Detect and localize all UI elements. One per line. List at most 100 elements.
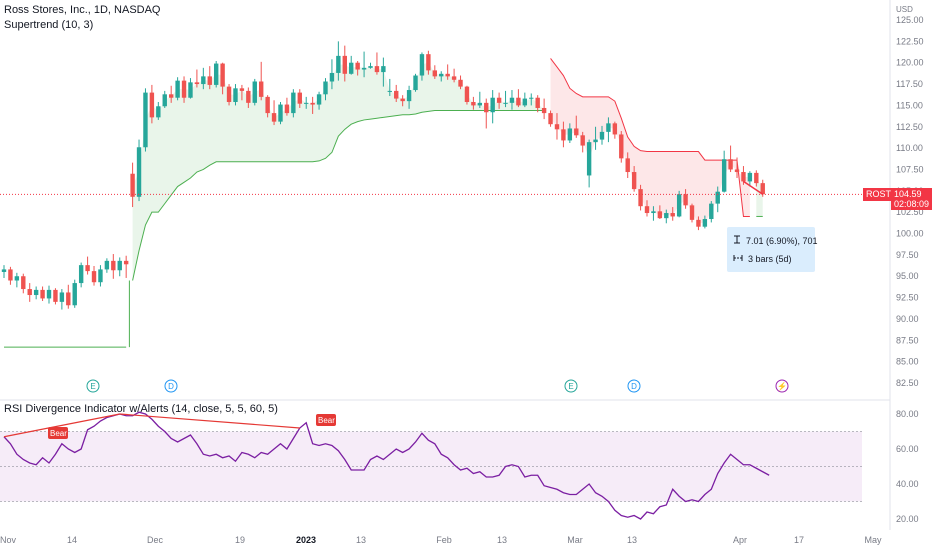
candle-body: [72, 283, 77, 306]
split-icon[interactable]: ⚡: [775, 379, 789, 393]
event-marker[interactable]: [86, 379, 100, 393]
price-tick-label: 90.00: [896, 314, 919, 324]
candle-body: [1, 269, 7, 272]
candle-body: [252, 81, 257, 103]
event-label: E: [568, 382, 573, 391]
price-tick-label: 100.00: [896, 229, 924, 239]
candle-body: [278, 104, 283, 122]
candle-body: [297, 92, 302, 104]
candle-body: [419, 54, 425, 76]
candle-body: [239, 88, 245, 91]
price-tick-label: 107.50: [896, 164, 924, 174]
candle-body: [394, 90, 399, 99]
candle-body: [676, 194, 682, 217]
candle-body: [490, 97, 495, 113]
candle-body: [644, 206, 650, 214]
dividend-icon[interactable]: D: [164, 379, 178, 393]
candle-body: [117, 260, 122, 271]
last-price-tag: 104.59 02:08:09: [891, 188, 932, 211]
event-label: ⚡: [777, 381, 787, 391]
supertrend-uptrend-fill: [132, 62, 545, 281]
candle-body: [593, 139, 598, 143]
time-tick-label: Feb: [436, 535, 452, 545]
price-tick-label: 95.00: [896, 271, 919, 281]
supertrend-downtrend-fill: [550, 58, 750, 224]
event-marker[interactable]: [564, 379, 578, 393]
price-tick-label: 85.00: [896, 357, 919, 367]
candle-body: [361, 67, 367, 70]
candle-body: [760, 183, 765, 195]
time-tick-label: 14: [67, 535, 77, 545]
candle-body: [374, 66, 380, 73]
candle-body: [381, 66, 386, 73]
price-tick-label: 120.00: [896, 58, 924, 68]
candle-body: [689, 205, 695, 220]
price-tick-label: 122.50: [896, 36, 924, 46]
price-tick-label: 117.50: [896, 79, 923, 89]
price-tick-label: 87.50: [896, 335, 919, 345]
candle-body: [91, 271, 97, 283]
candle-body: [715, 191, 720, 204]
candle-body: [683, 194, 688, 206]
bear-divergence-line: [3, 413, 120, 438]
candle-body: [625, 158, 630, 173]
candle-body: [98, 269, 103, 283]
candle-body: [21, 276, 26, 290]
candle-body: [702, 219, 708, 227]
candle-body: [123, 260, 129, 265]
candle-body: [728, 159, 733, 170]
candle-body: [265, 96, 270, 114]
event-marker[interactable]: [627, 379, 641, 393]
event-label: D: [631, 382, 637, 391]
event-marker[interactable]: [164, 379, 178, 393]
candle-body: [619, 134, 624, 159]
supertrend-uptrend-line: [132, 110, 545, 281]
earnings-icon[interactable]: E: [564, 379, 578, 393]
bear-label-box: [316, 414, 336, 426]
time-tick-label: May: [864, 535, 882, 545]
candle-body: [657, 211, 663, 219]
bear-label: Bear: [50, 429, 67, 438]
event-marker[interactable]: [775, 379, 789, 393]
price-tick-label: 102.50: [896, 207, 924, 217]
candle-body: [741, 172, 746, 182]
rsi-indicator-label[interactable]: RSI Divergence Indicator w/Alerts (14, c…: [4, 403, 278, 415]
price-tick-label: 115.00: [896, 100, 923, 110]
candle-body: [355, 62, 360, 70]
earnings-icon[interactable]: E: [86, 379, 100, 393]
candle-body: [27, 289, 32, 296]
candle-body: [323, 81, 328, 95]
candle-body: [631, 172, 637, 190]
dividend-icon[interactable]: D: [627, 379, 641, 393]
candle-body: [406, 90, 412, 102]
candle-body: [349, 62, 354, 74]
candle-body: [233, 88, 238, 102]
bar-countdown: 02:08:09: [894, 199, 930, 210]
supertrend-downtrend-line: [550, 58, 750, 217]
supertrend-indicator-label[interactable]: Supertrend (10, 3): [4, 19, 94, 31]
candle-body: [46, 289, 52, 299]
candle-body: [162, 94, 167, 107]
candle-body: [477, 102, 483, 106]
time-range-icon: [733, 254, 743, 264]
candle-body: [8, 269, 13, 281]
candle-body: [522, 98, 528, 106]
candle-body: [451, 76, 457, 80]
time-tick-label: Dec: [147, 535, 164, 545]
candle-body: [554, 124, 560, 130]
candle-body: [464, 86, 470, 102]
candle-body: [509, 97, 515, 103]
candle-body: [709, 203, 714, 220]
rsi-tick-label: 80.00: [896, 409, 919, 419]
candle-body: [33, 289, 39, 296]
symbol-title[interactable]: Ross Stores, Inc., 1D, NASDAQ: [4, 4, 161, 16]
candle-body: [342, 55, 347, 74]
rsi-band-fill: [0, 431, 862, 502]
bear-label-box: [48, 427, 68, 439]
candle-body: [207, 76, 212, 85]
rsi-tick-label: 40.00: [896, 479, 919, 489]
price-range-icon: [733, 235, 741, 246]
time-tick-label: Mar: [567, 535, 583, 545]
